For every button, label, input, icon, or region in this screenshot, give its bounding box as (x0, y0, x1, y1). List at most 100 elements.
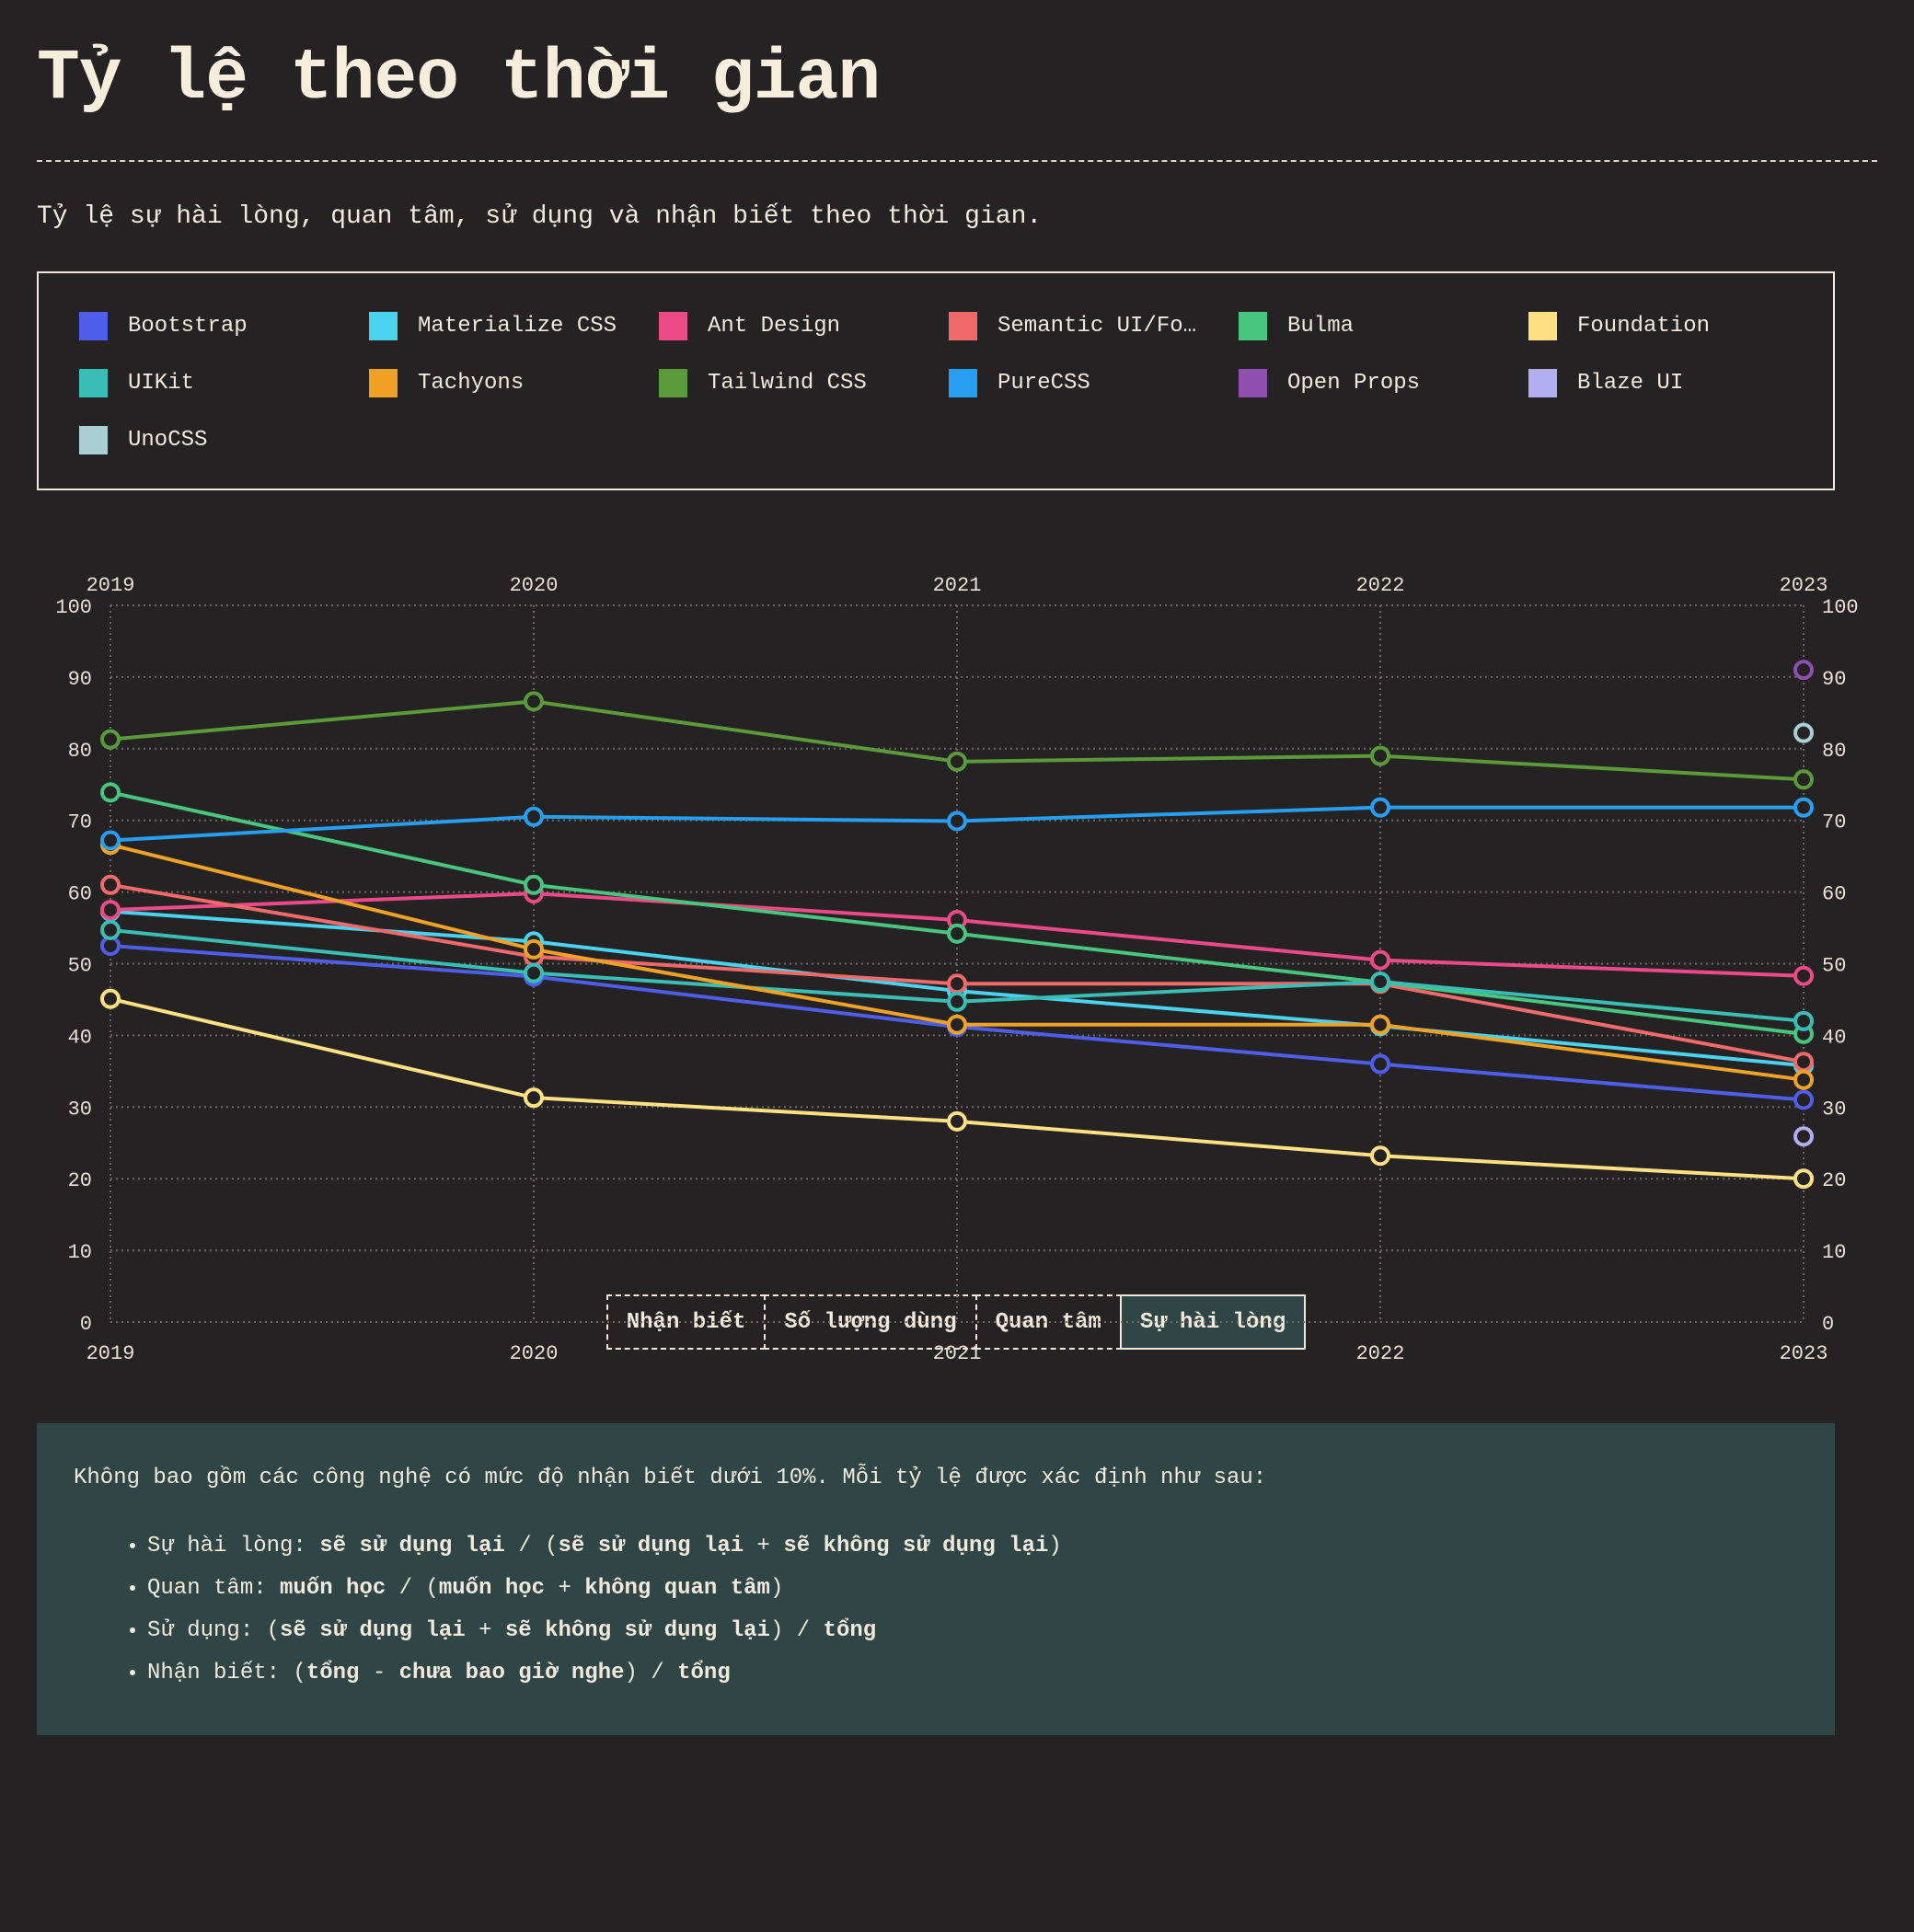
data-point (947, 1110, 967, 1132)
data-point (524, 1087, 544, 1109)
definition-term: không quan tâm (584, 1576, 770, 1601)
data-point (524, 691, 544, 712)
data-point (1793, 1089, 1814, 1110)
legend-swatch (1239, 368, 1267, 397)
data-point (947, 1014, 967, 1035)
definition-operator: ) / (624, 1661, 678, 1685)
page-title: Tỷ lệ theo thời gian (37, 39, 881, 120)
x-tick-label-top: 2021 (933, 574, 982, 597)
y-tick-label-right: 100 (1822, 596, 1859, 619)
data-point (947, 991, 967, 1012)
data-point (1370, 1014, 1390, 1035)
data-point (524, 806, 544, 827)
legend-item[interactable]: Bootstrap (79, 297, 369, 354)
legend-label: Bootstrap (128, 313, 248, 339)
x-tick-label-bottom: 2019 (86, 1342, 135, 1365)
legend-swatch (79, 311, 108, 340)
y-tick-label-left: 100 (55, 596, 92, 619)
y-tick-label-right: 30 (1822, 1098, 1846, 1121)
definition-awareness: Nhận biết: (tổng - chưa bao giờ nghe) / … (147, 1652, 1798, 1695)
y-tick-label-left: 0 (80, 1313, 92, 1336)
definitions-panel: Không bao gồm các công nghệ có mức độ nh… (37, 1423, 1835, 1735)
definition-label: Nhận biết: ( (147, 1661, 306, 1685)
y-tick-label-right: 70 (1822, 811, 1846, 834)
data-point (947, 751, 967, 772)
y-tick-label-right: 40 (1822, 1026, 1846, 1049)
definition-operator: / ( (386, 1576, 439, 1601)
x-tick-label-bottom: 2022 (1356, 1342, 1405, 1365)
series-line (110, 843, 1804, 1082)
y-tick-label-right: 20 (1822, 1169, 1846, 1192)
legend-swatch (659, 311, 687, 340)
data-point (1793, 1168, 1814, 1190)
legend-swatch (369, 368, 398, 397)
definition-term: tổng (677, 1661, 731, 1685)
definition-term: sẽ sử dụng lại (319, 1534, 505, 1558)
x-tick-label-bottom: 2023 (1780, 1342, 1828, 1365)
legend-swatch (659, 368, 687, 397)
notes-intro: Không bao gồm các công nghệ có mức độ nh… (74, 1466, 1267, 1490)
legend-item[interactable]: UIKit (79, 354, 369, 411)
legend-item[interactable]: UnoCSS (79, 411, 369, 468)
legend-swatch (1239, 311, 1267, 340)
data-point (1793, 1126, 1814, 1147)
data-point (100, 919, 121, 940)
y-tick-label-left: 80 (68, 740, 92, 763)
legend-label: Ant Design (708, 313, 841, 339)
definition-operator: - (359, 1661, 399, 1685)
legend-item[interactable]: Foundation (1528, 297, 1818, 354)
legend-item[interactable]: Open Props (1239, 354, 1528, 411)
page-description: Tỷ lệ sự hài lòng, quan tâm, sử dụng và … (37, 202, 1043, 231)
data-point (100, 729, 121, 750)
data-point (1793, 797, 1814, 818)
definition-term: tổng (306, 1661, 360, 1685)
data-point (524, 938, 544, 960)
y-tick-label-left: 50 (68, 955, 92, 978)
data-point (1793, 1010, 1814, 1031)
legend-item[interactable]: Ant Design (659, 297, 949, 354)
legend-item[interactable]: Tachyons (369, 354, 659, 411)
data-point (524, 962, 544, 983)
legend-label: PureCSS (997, 370, 1090, 396)
definition-operator: ) (769, 1576, 784, 1601)
definition-operator: ) (1048, 1534, 1062, 1558)
definition-term: muốn học (438, 1576, 546, 1601)
data-point (1793, 769, 1814, 790)
legend-item[interactable]: Materialize CSS (369, 297, 659, 354)
data-point (947, 811, 967, 832)
legend-swatch (79, 368, 108, 397)
legend-label: Tachyons (418, 370, 525, 396)
legend-swatch (949, 311, 977, 340)
tab-satisfaction[interactable]: Sự hài lòng (1119, 1294, 1307, 1350)
legend-label: Bulma (1287, 313, 1355, 339)
x-tick-label-top: 2020 (510, 574, 559, 597)
y-tick-label-right: 10 (1822, 1241, 1846, 1264)
legend-item[interactable]: Semantic UI/Fo… (949, 297, 1239, 354)
legend-item[interactable]: PureCSS (949, 354, 1239, 411)
y-tick-label-left: 30 (68, 1098, 92, 1121)
legend-item[interactable]: Blaze UI (1528, 354, 1818, 411)
data-point (100, 874, 121, 895)
definition-operator: / ( (504, 1534, 559, 1558)
data-point (524, 874, 544, 895)
definitions-list: Sự hài lòng: sẽ sử dụng lại / (sẽ sử dụn… (74, 1525, 1798, 1695)
legend-item[interactable]: Tailwind CSS (659, 354, 949, 411)
definition-term: muốn học (280, 1576, 386, 1601)
data-point (1793, 965, 1814, 986)
y-tick-label-left: 40 (68, 1026, 92, 1049)
x-tick-label-bottom: 2020 (510, 1342, 559, 1365)
line-chart: 0 0 10 10 20 20 30 30 40 40 50 50 60 60 70 70 80 80 90 90 10… (37, 549, 1877, 1365)
definition-term: sẽ sử dụng lại (558, 1534, 744, 1558)
y-tick-label-left: 20 (68, 1169, 92, 1192)
data-point (100, 830, 121, 851)
y-tick-label-right: 60 (1822, 883, 1846, 906)
legend-label: UnoCSS (128, 427, 208, 453)
definition-operator: + (465, 1618, 505, 1643)
legend-label: Semantic UI/Fo… (997, 313, 1197, 339)
x-tick-label-top: 2022 (1356, 574, 1405, 597)
data-point (1793, 1052, 1814, 1073)
legend-item[interactable]: Bulma (1239, 297, 1528, 354)
data-point (100, 900, 121, 921)
x-tick-label-top: 2023 (1780, 574, 1828, 597)
